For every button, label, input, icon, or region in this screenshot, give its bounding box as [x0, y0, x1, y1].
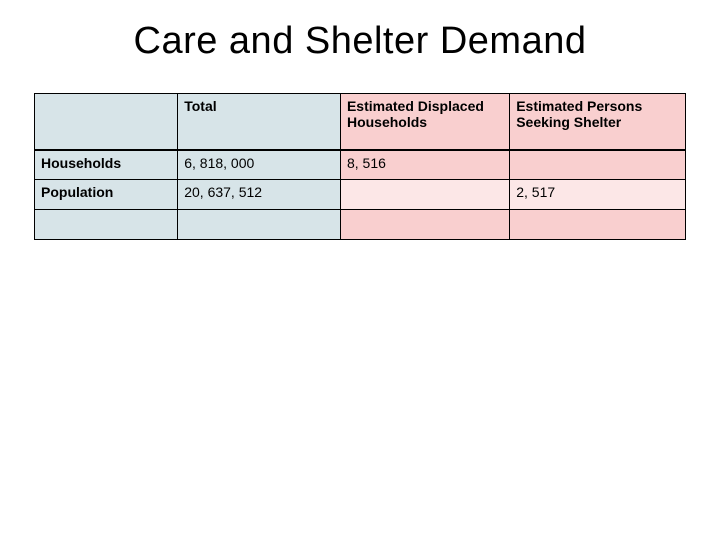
table-row: Population 20, 637, 512 2, 517	[35, 180, 686, 210]
cell-households-displaced: 8, 516	[340, 150, 509, 180]
row-label-blank	[35, 210, 178, 240]
page-title: Care and Shelter Demand	[0, 20, 720, 63]
demand-table-container: Total Estimated Displaced Households Est…	[34, 93, 686, 240]
row-label-population: Population	[35, 180, 178, 210]
table-row	[35, 210, 686, 240]
demand-table: Total Estimated Displaced Households Est…	[34, 93, 686, 240]
cell-blank-shelter	[510, 210, 686, 240]
cell-households-shelter	[510, 150, 686, 180]
cell-blank-displaced	[340, 210, 509, 240]
header-cell-displaced: Estimated Displaced Households	[340, 94, 509, 150]
row-label-households: Households	[35, 150, 178, 180]
cell-population-displaced	[340, 180, 509, 210]
cell-population-shelter: 2, 517	[510, 180, 686, 210]
cell-population-total: 20, 637, 512	[178, 180, 341, 210]
header-cell-shelter: Estimated Persons Seeking Shelter	[510, 94, 686, 150]
header-cell-total: Total	[178, 94, 341, 150]
cell-blank-total	[178, 210, 341, 240]
cell-households-total: 6, 818, 000	[178, 150, 341, 180]
table-header-row: Total Estimated Displaced Households Est…	[35, 94, 686, 150]
header-cell-blank	[35, 94, 178, 150]
table-row: Households 6, 818, 000 8, 516	[35, 150, 686, 180]
